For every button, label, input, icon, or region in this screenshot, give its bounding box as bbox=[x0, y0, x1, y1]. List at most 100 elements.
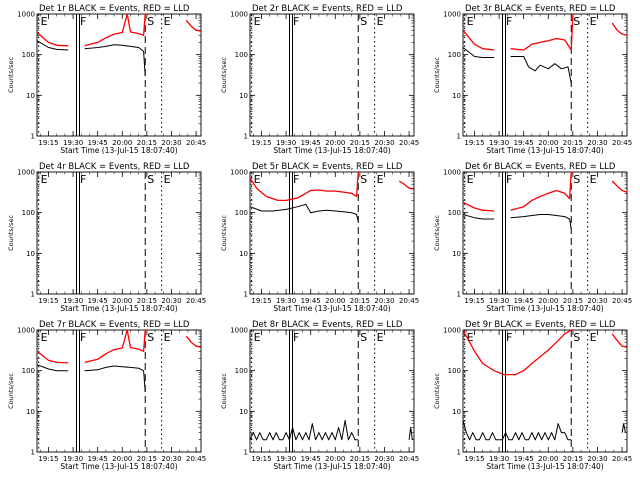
x-tick-label: 19:45 bbox=[514, 297, 534, 305]
y-axis-label: Counts/sec bbox=[433, 373, 441, 409]
x-tick-label: 20:45 bbox=[612, 139, 632, 147]
x-tick-label: 20:00 bbox=[538, 139, 558, 147]
y-tick-label: 100 bbox=[235, 367, 248, 375]
x-tick-label: 20:15 bbox=[563, 139, 583, 147]
x-tick-label: 20:30 bbox=[161, 455, 181, 463]
marker-label: F bbox=[506, 331, 512, 344]
x-tick-label: 19:15 bbox=[464, 455, 484, 463]
y-tick-label: 100 bbox=[22, 51, 35, 59]
plot-frame bbox=[462, 171, 628, 295]
marker-label: E bbox=[254, 173, 261, 186]
x-tick-label: 20:00 bbox=[112, 297, 132, 305]
y-tick-label: 1 bbox=[244, 449, 248, 457]
x-tick-label: 20:00 bbox=[112, 455, 132, 463]
marker-label: S bbox=[573, 15, 580, 28]
x-tick-label: 20:00 bbox=[538, 455, 558, 463]
plot-frame bbox=[36, 329, 202, 453]
y-tick-label: 1000 bbox=[17, 11, 35, 19]
marker-label: E bbox=[467, 331, 474, 344]
x-axis-label: Start Time (13-Jul-15 18:07:40) bbox=[60, 146, 177, 155]
series-line bbox=[249, 419, 413, 441]
x-tick-label: 19:15 bbox=[251, 297, 271, 305]
y-tick-label: 100 bbox=[22, 209, 35, 217]
detector-panel: Det 4r BLACK = Events, RED = LLD 1 10 100 10… bbox=[7, 162, 206, 313]
x-tick-label: 19:45 bbox=[88, 455, 108, 463]
x-tick-label: 19:45 bbox=[514, 139, 534, 147]
x-tick-label: 19:30 bbox=[276, 139, 296, 147]
x-tick-label: 19:45 bbox=[88, 139, 108, 147]
detector-panel: Det 6r BLACK = Events, RED = LLD 1 10 100 10… bbox=[433, 162, 632, 313]
y-tick-label: 1 bbox=[244, 133, 248, 141]
plot-frame bbox=[249, 329, 415, 453]
y-tick-label: 100 bbox=[22, 367, 35, 375]
plot-frame bbox=[462, 13, 628, 137]
plot-frame bbox=[249, 171, 415, 295]
y-tick-label: 10 bbox=[26, 92, 35, 100]
x-tick-label: 20:45 bbox=[399, 297, 419, 305]
y-tick-label: 1 bbox=[457, 133, 461, 141]
y-tick-label: 1 bbox=[31, 133, 35, 141]
x-tick-label: 19:15 bbox=[251, 139, 271, 147]
marker-label: F bbox=[80, 15, 86, 28]
series-line bbox=[462, 420, 626, 441]
marker-label: E bbox=[164, 331, 171, 344]
x-tick-label: 20:00 bbox=[325, 455, 345, 463]
plot-frame bbox=[36, 13, 202, 137]
marker-label: E bbox=[377, 331, 384, 344]
y-axis-label: Counts/sec bbox=[7, 57, 15, 93]
x-tick-label: 19:30 bbox=[489, 139, 509, 147]
y-tick-label: 100 bbox=[448, 367, 461, 375]
x-axis-label: Start Time (13-Jul-15 18:07:40) bbox=[60, 304, 177, 313]
y-tick-label: 10 bbox=[452, 408, 461, 416]
y-tick-label: 1 bbox=[244, 291, 248, 299]
series-line bbox=[462, 13, 628, 51]
series-line bbox=[36, 364, 146, 392]
panel-title: Det 2r BLACK = Events, RED = LLD bbox=[252, 4, 403, 14]
x-tick-label: 19:30 bbox=[276, 455, 296, 463]
y-tick-label: 1000 bbox=[443, 169, 461, 177]
y-tick-label: 100 bbox=[235, 51, 248, 59]
series-line bbox=[36, 13, 202, 47]
y-tick-label: 10 bbox=[26, 250, 35, 258]
y-tick-label: 10 bbox=[452, 250, 461, 258]
x-tick-label: 19:30 bbox=[489, 297, 509, 305]
marker-label: E bbox=[590, 331, 597, 344]
x-tick-label: 20:30 bbox=[587, 139, 607, 147]
x-tick-label: 20:30 bbox=[374, 297, 394, 305]
marker-label: E bbox=[254, 15, 261, 28]
y-tick-label: 1000 bbox=[443, 327, 461, 335]
plot-frame bbox=[462, 329, 628, 453]
x-tick-label: 20:45 bbox=[612, 297, 632, 305]
x-tick-label: 19:15 bbox=[38, 297, 58, 305]
x-tick-label: 19:45 bbox=[301, 139, 321, 147]
panel-title: Det 7r BLACK = Events, RED = LLD bbox=[39, 320, 190, 330]
marker-label: F bbox=[80, 173, 86, 186]
x-tick-label: 19:30 bbox=[63, 455, 83, 463]
x-axis-label: Start Time (13-Jul-15 18:07:40) bbox=[486, 304, 603, 313]
x-axis-label: Start Time (13-Jul-15 18:07:40) bbox=[60, 462, 177, 471]
marker-label: E bbox=[254, 331, 261, 344]
x-tick-label: 20:15 bbox=[350, 297, 370, 305]
plot-frame bbox=[36, 171, 202, 295]
marker-label: F bbox=[506, 173, 512, 186]
x-tick-label: 20:00 bbox=[325, 297, 345, 305]
marker-label: S bbox=[360, 173, 367, 186]
y-axis-label: Counts/sec bbox=[220, 57, 228, 93]
y-tick-label: 100 bbox=[448, 209, 461, 217]
x-axis-label: Start Time (13-Jul-15 18:07:40) bbox=[273, 462, 390, 471]
y-axis-label: Counts/sec bbox=[7, 373, 15, 409]
x-tick-label: 20:45 bbox=[186, 297, 206, 305]
series-line bbox=[36, 329, 202, 364]
y-tick-label: 10 bbox=[26, 408, 35, 416]
detector-panel: Det 9r BLACK = Events, RED = LLD 1 10 100 10… bbox=[433, 320, 632, 471]
y-tick-label: 1 bbox=[457, 449, 461, 457]
series-line bbox=[36, 40, 146, 76]
plot-frame bbox=[249, 13, 415, 137]
y-tick-label: 1000 bbox=[230, 11, 248, 19]
marker-label: E bbox=[467, 173, 474, 186]
x-tick-label: 20:45 bbox=[186, 455, 206, 463]
x-axis-label: Start Time (13-Jul-15 18:07:40) bbox=[486, 462, 603, 471]
y-axis-label: Counts/sec bbox=[220, 215, 228, 251]
x-axis-label: Start Time (13-Jul-15 18:07:40) bbox=[486, 146, 603, 155]
panel-title: Det 3r BLACK = Events, RED = LLD bbox=[465, 4, 616, 14]
